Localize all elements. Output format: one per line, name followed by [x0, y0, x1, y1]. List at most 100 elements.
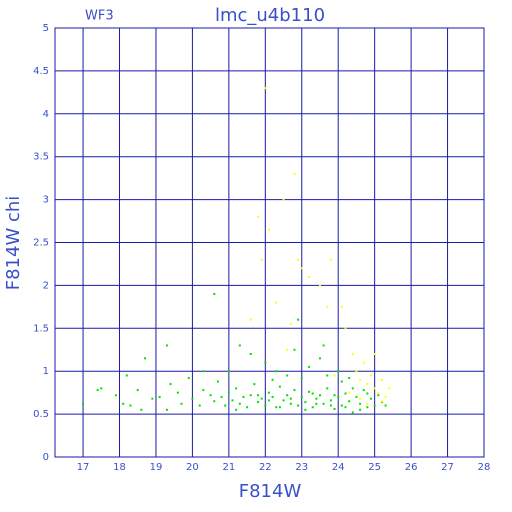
point — [304, 408, 307, 411]
point — [370, 374, 373, 377]
point — [326, 374, 329, 377]
point — [96, 389, 99, 392]
point — [377, 394, 380, 397]
point — [216, 380, 219, 383]
point — [264, 361, 267, 364]
x-tick-label: 18 — [113, 462, 126, 473]
point — [267, 391, 270, 394]
point — [257, 401, 260, 404]
y-tick-label: 1.5 — [33, 323, 49, 334]
point — [322, 344, 325, 347]
point — [227, 391, 230, 394]
point — [169, 383, 172, 386]
point — [318, 284, 321, 287]
point — [373, 353, 376, 356]
point — [249, 318, 252, 321]
point — [275, 406, 278, 409]
point — [311, 406, 314, 409]
point — [300, 395, 303, 398]
point — [337, 395, 340, 398]
point — [326, 387, 329, 390]
point — [249, 394, 252, 397]
point — [329, 399, 332, 402]
x-tick-label: 22 — [259, 462, 272, 473]
point — [300, 377, 303, 380]
x-axis-label: F814W — [239, 481, 302, 502]
point — [264, 87, 267, 90]
point — [362, 389, 365, 392]
point — [384, 395, 387, 398]
point — [355, 395, 358, 398]
point — [271, 395, 274, 398]
point — [238, 344, 241, 347]
point — [377, 391, 380, 394]
point — [191, 397, 194, 400]
points — [82, 87, 391, 414]
point — [315, 402, 318, 405]
point — [286, 348, 289, 351]
x-tick-label: 23 — [295, 462, 308, 473]
point — [348, 377, 351, 380]
point — [370, 397, 373, 400]
point — [384, 404, 387, 407]
point — [187, 377, 190, 380]
y-tick-label: 1 — [43, 366, 49, 377]
point — [257, 215, 260, 218]
point — [351, 411, 354, 414]
point — [348, 391, 351, 394]
point — [286, 394, 289, 397]
point — [286, 374, 289, 377]
point — [293, 389, 296, 392]
point — [340, 404, 343, 407]
x-tick-label: 19 — [150, 462, 163, 473]
point — [326, 305, 329, 308]
annotation: WF3 — [85, 9, 114, 24]
y-tick-label: 4 — [43, 109, 49, 120]
x-tick-label: 26 — [405, 462, 418, 473]
point — [165, 344, 168, 347]
point — [329, 404, 332, 407]
y-tick-label: 3 — [43, 195, 49, 206]
point — [82, 402, 85, 405]
point — [257, 394, 260, 397]
point — [238, 402, 241, 405]
point — [348, 400, 351, 403]
point — [388, 387, 391, 390]
point — [278, 406, 281, 409]
y-tick-label: 5 — [43, 23, 49, 34]
point — [144, 357, 147, 360]
point — [380, 400, 383, 403]
point — [311, 392, 314, 395]
point — [344, 406, 347, 409]
point — [333, 394, 336, 397]
point — [136, 389, 139, 392]
point — [282, 198, 285, 201]
point — [260, 397, 263, 400]
point — [359, 378, 362, 381]
y-tick-label: 0.5 — [33, 409, 49, 420]
point — [282, 399, 285, 402]
point — [322, 402, 325, 405]
point — [308, 365, 311, 368]
point — [308, 390, 311, 393]
point — [165, 408, 168, 411]
point — [224, 404, 227, 407]
point — [242, 395, 245, 398]
point — [373, 404, 376, 407]
point — [340, 380, 343, 383]
point — [246, 406, 249, 409]
x-tick-label: 21 — [222, 462, 235, 473]
point — [351, 353, 354, 356]
chart-title: lmc_u4b110 — [215, 5, 325, 26]
point — [366, 383, 369, 386]
point — [260, 258, 263, 261]
point — [380, 378, 383, 381]
point — [253, 383, 256, 386]
y-axis-label: F814W chi — [3, 196, 24, 291]
point — [176, 391, 179, 394]
point — [289, 402, 292, 405]
point — [315, 397, 318, 400]
point — [297, 258, 300, 261]
y-tick-label: 2 — [43, 280, 49, 291]
